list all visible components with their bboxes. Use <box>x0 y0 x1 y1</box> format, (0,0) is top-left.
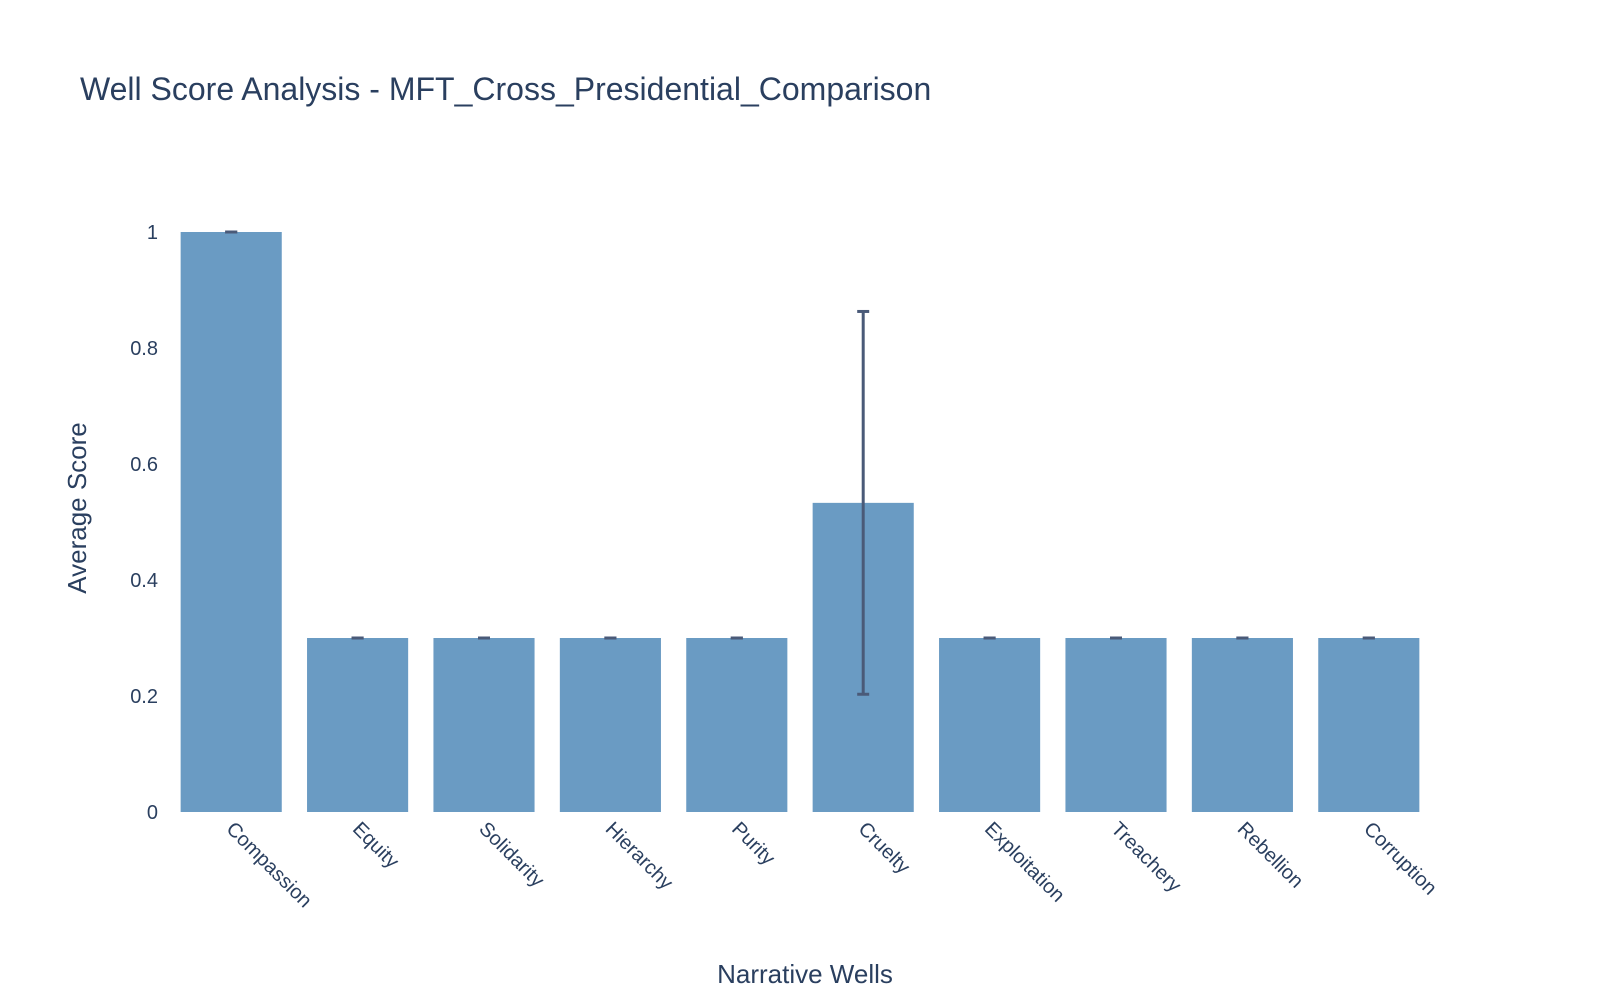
x-tick-label-hierarchy: Hierarchy <box>601 818 677 894</box>
x-axis-ticks: Compassion Equity Solidarity Hierarchy Purit… <box>222 818 1441 912</box>
chart-title: Well Score Analysis - MFT_Cross_Presiden… <box>80 71 931 107</box>
bar-compassion[interactable] <box>180 232 282 812</box>
error-bar-cruelty <box>857 309 870 696</box>
error-bars-group <box>225 230 1375 696</box>
y-axis-ticks: 0 0.2 0.4 0.6 0.8 1 <box>130 222 158 824</box>
x-tick-label-corruption: Corruption <box>1359 818 1441 900</box>
x-tick-label-compassion: Compassion <box>222 818 316 912</box>
x-tick-label-exploitation: Exploitation <box>980 818 1069 907</box>
bar-solidarity[interactable] <box>433 638 535 812</box>
x-tick-label-rebellion: Rebellion <box>1233 818 1308 893</box>
bar-treachery[interactable] <box>1065 638 1167 812</box>
y-tick-label: 0.6 <box>130 454 158 476</box>
bar-equity[interactable] <box>307 638 409 812</box>
y-tick-label: 0 <box>147 802 158 824</box>
bar-corruption[interactable] <box>1318 638 1420 812</box>
bar-exploitation[interactable] <box>939 638 1041 812</box>
y-axis-title: Average Score <box>62 422 92 594</box>
bar-purity[interactable] <box>686 638 788 812</box>
x-tick-label-solidarity: Solidarity <box>474 818 548 892</box>
bars-group <box>180 232 1420 812</box>
x-tick-label-equity: Equity <box>348 818 403 873</box>
y-tick-label: 0.8 <box>130 338 158 360</box>
bar-rebellion[interactable] <box>1191 638 1293 812</box>
y-tick-label: 0.4 <box>130 570 158 592</box>
x-axis-title: Narrative Wells <box>717 959 893 989</box>
x-tick-label-purity: Purity <box>727 818 779 870</box>
x-tick-label-treachery: Treachery <box>1106 818 1185 897</box>
y-tick-label: 1 <box>147 222 158 244</box>
y-tick-label: 0.2 <box>130 686 158 708</box>
bar-hierarchy[interactable] <box>559 638 661 812</box>
x-tick-label-cruelty: Cruelty <box>854 818 914 878</box>
